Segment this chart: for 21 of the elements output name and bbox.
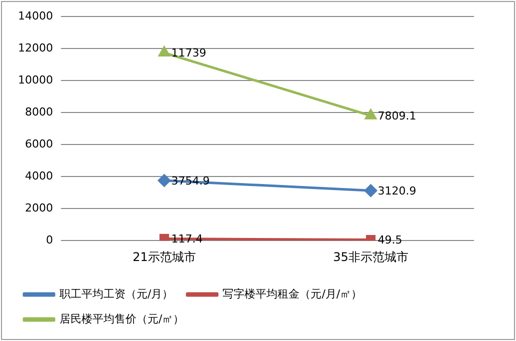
y-tick-label: 12000: [18, 41, 53, 54]
y-tick-label: 10000: [18, 73, 53, 86]
x-tick-label: 35非示范城市: [333, 250, 408, 264]
point: [158, 46, 170, 57]
data-label: 3120.9: [378, 184, 416, 198]
legend-label: 居民楼平均售价（元/㎡）: [60, 312, 184, 326]
data-label: 11739: [171, 46, 206, 60]
point: [158, 174, 170, 187]
y-tick-label: 6000: [24, 137, 53, 150]
y-tick-label: 4000: [24, 169, 53, 182]
legend-label: 职工平均工资（元/月）: [60, 287, 174, 300]
point: [364, 184, 377, 197]
y-tick-label: 8000: [24, 105, 53, 118]
data-label: 7809.1: [378, 110, 416, 123]
y-tick-label: 2000: [24, 201, 53, 214]
point: [159, 234, 170, 241]
x-tick-label: 21示范城市: [132, 250, 196, 264]
y-tick-label: 14000: [18, 9, 53, 22]
legend-label: 写字楼平均租金（元/月/㎡）: [222, 287, 362, 300]
data-label: 49.5: [378, 234, 402, 247]
y-tick-label: 0: [46, 233, 53, 246]
